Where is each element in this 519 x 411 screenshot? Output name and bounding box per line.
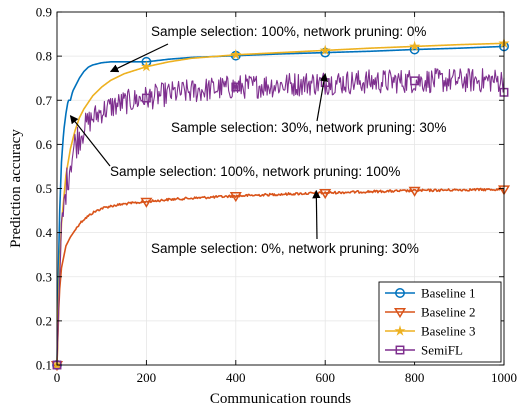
series-baseline-2 (50, 185, 511, 372)
data-point (231, 82, 241, 92)
y-tick-label: 0.3 (36, 269, 52, 284)
annotation-text: Sample selection: 0%, network pruning: 3… (151, 241, 419, 256)
y-tick-label: 0.4 (36, 225, 53, 240)
legend-marker (394, 325, 406, 336)
x-tick-label: 0 (54, 370, 61, 385)
x-tick-label: 800 (405, 370, 425, 385)
data-point (140, 197, 153, 208)
legend-marker (393, 308, 407, 319)
legend-item: Baseline 1 (385, 286, 476, 301)
data-point (408, 186, 421, 197)
legend-label: Baseline 1 (421, 286, 476, 301)
legend: Baseline 1 Baseline 2 Baseline 3 SemiFL (378, 281, 502, 363)
data-point (230, 48, 242, 60)
legend-marker (395, 288, 405, 298)
annotation-text: Sample selection: 100%, network pruning:… (110, 164, 400, 179)
x-tick-label: 200 (137, 370, 157, 385)
y-tick-label: 0.5 (36, 181, 52, 196)
legend-item: SemiFL (385, 343, 463, 358)
data-point (410, 76, 420, 86)
annotation: Sample selection: 0%, network pruning: 3… (151, 189, 419, 256)
series-baseline-3 (51, 37, 510, 370)
data-point (319, 188, 332, 200)
annotation-arrow (316, 72, 329, 122)
y-tick-label: 0.6 (36, 137, 53, 152)
y-tick-label: 0.2 (36, 313, 52, 328)
series-line-baseline-2 (56, 187, 505, 366)
series-line-semifl (56, 67, 505, 366)
y-tick-label: 0.7 (36, 93, 53, 108)
x-axis-label: Communication rounds (210, 391, 351, 407)
data-point (319, 44, 331, 56)
annotation-text: Sample selection: 100%, network pruning:… (151, 24, 426, 39)
annotation: Sample selection: 100%, network pruning:… (109, 24, 426, 73)
x-tick-label: 1000 (491, 370, 517, 385)
legend-marker (395, 345, 405, 355)
axis-ticks: 0 200 400 600 800 1000 0.1 0.2 0.3 0.4 0.5 0.6 0.7 0.… (36, 5, 517, 386)
data-point (409, 40, 421, 52)
data-point (140, 60, 152, 72)
legend-label: SemiFL (421, 343, 463, 358)
x-tick-label: 400 (226, 370, 246, 385)
legend-label: Baseline 3 (421, 324, 476, 339)
y-tick-label: 0.8 (36, 49, 52, 64)
data-point (141, 93, 151, 103)
annotation: Sample selection: 100%, network pruning:… (69, 115, 400, 179)
annotation: Sample selection: 30%, network pruning: … (171, 72, 446, 135)
legend-label: Baseline 2 (421, 305, 476, 320)
data-point (229, 192, 242, 203)
legend-item: Baseline 3 (385, 324, 476, 339)
legend-item: Baseline 2 (385, 305, 476, 320)
annotation-text: Sample selection: 30%, network pruning: … (171, 120, 446, 135)
annotation-arrow (312, 189, 321, 240)
annotation-arrow (69, 115, 111, 167)
legend-box (378, 281, 502, 363)
y-tick-label: 0.1 (36, 358, 52, 373)
annotations: Sample selection: 100%, network pruning:… (69, 24, 446, 256)
y-axis-label: Prediction accuracy (8, 129, 24, 248)
x-tick-label: 600 (315, 370, 335, 385)
series-line-baseline-3 (56, 42, 505, 366)
y-tick-label: 0.9 (36, 5, 52, 20)
annotation-arrow (109, 43, 169, 73)
